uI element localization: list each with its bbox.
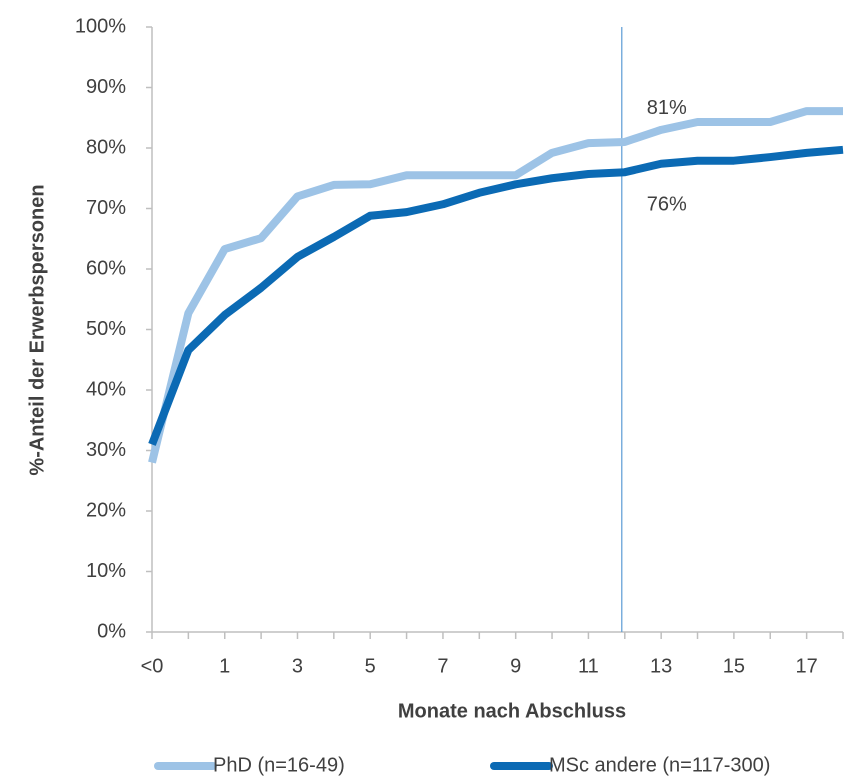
legend-label: MSc andere (n=117-300) bbox=[549, 754, 770, 776]
y-tick-label: 50% bbox=[86, 318, 126, 340]
annotation: 81% bbox=[647, 97, 687, 119]
y-tick-label: 0% bbox=[97, 620, 126, 642]
y-tick-label: 100% bbox=[75, 15, 126, 37]
series-line bbox=[148, 107, 843, 464]
x-tick-label: 13 bbox=[650, 655, 672, 677]
x-tick-label: 9 bbox=[510, 655, 521, 677]
y-tick-label: 60% bbox=[86, 257, 126, 279]
x-tick-label: 15 bbox=[723, 655, 745, 677]
y-axis-title: %-Anteil der Erwerbspersonen bbox=[26, 184, 48, 475]
y-tick-label: 10% bbox=[86, 560, 126, 582]
y-tick-label: 40% bbox=[86, 378, 126, 400]
annotation: 76% bbox=[647, 193, 687, 215]
y-tick-label: 20% bbox=[86, 499, 126, 521]
series-line bbox=[148, 145, 844, 446]
x-tick-label: <0 bbox=[141, 655, 164, 677]
x-tick-label: 1 bbox=[219, 655, 230, 677]
y-tick-label: 80% bbox=[86, 136, 126, 158]
x-tick-label: 11 bbox=[578, 655, 599, 677]
x-tick-label: 7 bbox=[437, 655, 448, 677]
y-tick-label: 90% bbox=[86, 76, 126, 98]
x-axis-title: Monate nach Abschluss bbox=[398, 700, 626, 722]
x-tick-label: 17 bbox=[796, 655, 818, 677]
legend-label: PhD (n=16-49) bbox=[213, 754, 345, 776]
x-tick-label: 3 bbox=[292, 655, 303, 677]
y-tick-label: 30% bbox=[86, 439, 126, 461]
y-tick-label: 70% bbox=[86, 197, 126, 219]
x-tick-label: 5 bbox=[365, 655, 376, 677]
